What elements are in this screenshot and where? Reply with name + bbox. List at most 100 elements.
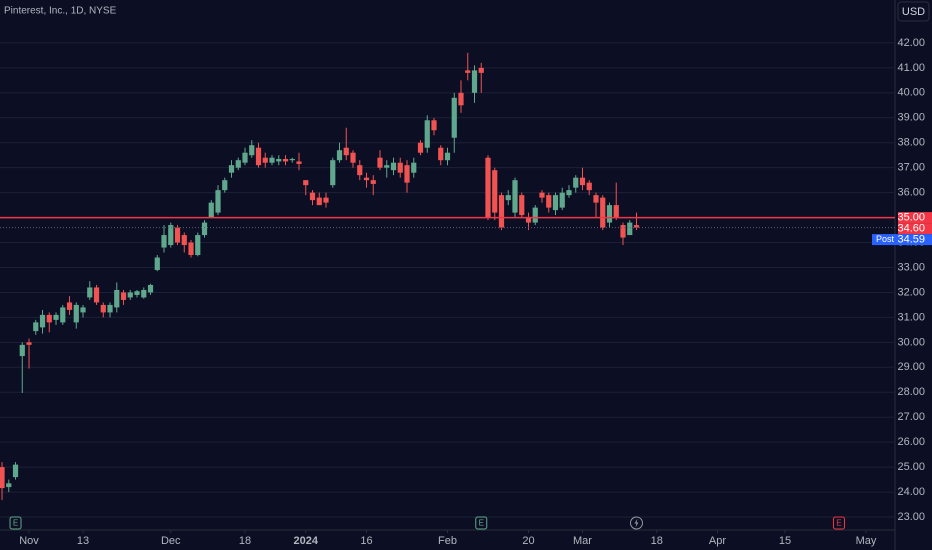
candle-body xyxy=(363,177,370,181)
x-tick-label: 18 xyxy=(239,535,251,547)
x-tick-label: 2024 xyxy=(294,535,319,547)
candle-body xyxy=(384,165,390,168)
candle-body xyxy=(532,207,538,223)
candle-body xyxy=(80,307,86,313)
candle-body xyxy=(168,225,174,246)
x-tick-label: 20 xyxy=(522,535,534,547)
candle-body xyxy=(181,235,187,246)
candle-body xyxy=(552,195,559,211)
last-price-tag xyxy=(898,223,932,235)
candle-body xyxy=(566,190,572,196)
currency-label[interactable]: USD xyxy=(902,6,925,18)
currency-button[interactable] xyxy=(897,1,930,22)
candle-body xyxy=(147,284,154,293)
candle-body xyxy=(107,304,113,313)
candle-body xyxy=(127,292,133,298)
y-tick-label: 33.00 xyxy=(897,261,925,273)
candle-body xyxy=(33,322,39,332)
candle-body xyxy=(208,202,214,218)
candle-body xyxy=(276,158,282,162)
candle-body xyxy=(586,182,592,191)
candle-body xyxy=(120,292,127,300)
candle-body xyxy=(114,289,120,308)
y-tick-label: 28.00 xyxy=(897,386,925,398)
y-tick-label: 42.00 xyxy=(897,37,925,49)
candle-body xyxy=(19,344,25,357)
y-tick-label: 25.00 xyxy=(897,461,925,473)
y-tick-label: 36.00 xyxy=(897,187,925,199)
candle-body xyxy=(46,314,52,323)
candle-body xyxy=(66,302,73,310)
y-tick-label: 38.00 xyxy=(897,137,925,149)
chart-title: Pinterest, Inc., 1D, NYSE xyxy=(4,6,117,17)
event-label: E xyxy=(479,519,484,528)
last-price-label: 34.60 xyxy=(897,222,925,234)
x-tick-label: Apr xyxy=(709,535,726,547)
x-tick-label: 18 xyxy=(651,535,663,547)
x-tick-label: Feb xyxy=(438,535,457,547)
candle-body xyxy=(444,152,451,161)
x-tick-label: Mar xyxy=(573,535,592,547)
candle-body xyxy=(93,287,100,303)
candle-body xyxy=(174,227,181,243)
candle-body xyxy=(235,160,241,168)
level-label: 35.00 xyxy=(897,211,925,223)
candle-body xyxy=(222,180,228,191)
candle-body xyxy=(465,70,471,73)
candle-body xyxy=(188,242,194,256)
candle-body xyxy=(505,195,511,201)
x-tick-label: 16 xyxy=(360,535,372,547)
candle-body xyxy=(451,97,457,138)
candle-body xyxy=(228,165,235,173)
candle-body xyxy=(309,192,316,201)
candle-body xyxy=(485,157,491,218)
candle-body xyxy=(492,170,498,213)
y-tick-label: 41.00 xyxy=(897,62,925,74)
x-tick-label: 13 xyxy=(77,535,89,547)
candle-body xyxy=(390,162,397,171)
candle-body xyxy=(154,257,160,270)
y-tick-label: 37.00 xyxy=(897,162,925,174)
candle-body xyxy=(289,158,295,161)
candle-body xyxy=(458,92,464,106)
candle-body xyxy=(262,157,268,163)
candle-body xyxy=(161,235,167,248)
candle-body xyxy=(573,177,579,188)
candle-body xyxy=(512,180,518,213)
candle-body xyxy=(404,165,410,183)
candle-body xyxy=(606,205,613,223)
candle-body xyxy=(201,222,208,236)
event-marker xyxy=(832,516,845,530)
post-name-tag xyxy=(872,234,898,246)
candle-body xyxy=(26,342,32,345)
candle-body xyxy=(613,205,619,218)
candle-body xyxy=(242,152,248,163)
event-icon xyxy=(634,518,639,528)
y-tick-label: 40.00 xyxy=(897,87,925,99)
candle-body xyxy=(249,145,255,156)
y-tick-label: 29.00 xyxy=(897,361,925,373)
candle-body xyxy=(336,150,343,161)
candle-body xyxy=(39,314,46,328)
candle-body xyxy=(141,289,147,298)
candle-body xyxy=(282,158,289,162)
candle-body xyxy=(60,307,66,323)
candle-body xyxy=(519,195,525,216)
x-tick-label: May xyxy=(856,535,877,547)
y-tick-label: 31.00 xyxy=(897,311,925,323)
x-tick-label: Dec xyxy=(161,535,181,547)
candle-body xyxy=(303,180,309,186)
candle-body xyxy=(593,195,599,203)
event-marker xyxy=(9,516,22,530)
candle-body xyxy=(438,147,444,161)
candle-body xyxy=(498,195,505,228)
y-tick-label: 39.00 xyxy=(897,112,925,124)
x-tick-label: 15 xyxy=(779,535,791,547)
candle-body xyxy=(633,225,640,228)
candle-body xyxy=(350,152,356,163)
candle-body xyxy=(12,464,19,478)
y-tick-label: 23.00 xyxy=(897,511,925,523)
